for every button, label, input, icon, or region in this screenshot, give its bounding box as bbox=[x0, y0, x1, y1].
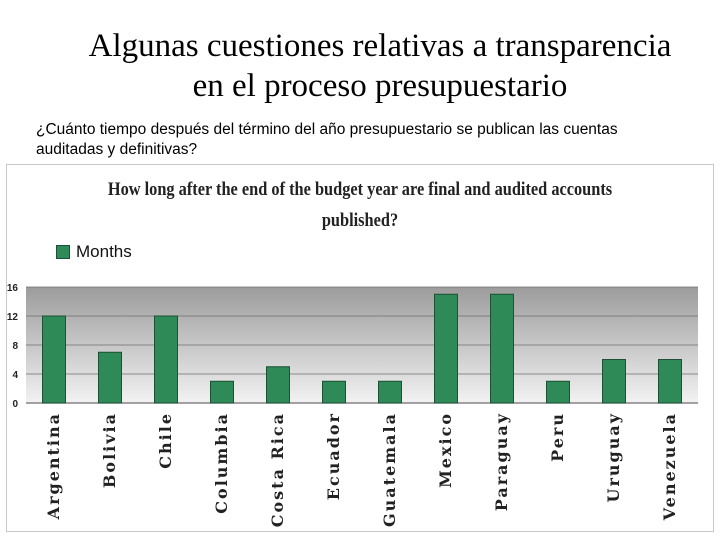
legend-label: Months bbox=[76, 242, 132, 261]
x-tick-label: Guatemala bbox=[380, 412, 399, 527]
bar-uruguay bbox=[602, 359, 626, 404]
chart-title-line1: How long after the end of the budget yea… bbox=[107, 179, 613, 200]
slide-question: ¿Cuánto tiempo después del término del a… bbox=[36, 121, 618, 158]
x-tick-label: Ecuador bbox=[324, 412, 343, 500]
chart-legend: Months bbox=[56, 242, 132, 262]
y-tick-label: 16 bbox=[7, 283, 19, 294]
slide-title-line1: Algunas cuestiones relativas a transpare… bbox=[88, 28, 672, 64]
bar-bolivia bbox=[98, 351, 122, 404]
x-tick-label: Peru bbox=[548, 412, 567, 462]
bar-guatemala bbox=[378, 380, 402, 404]
bar-paraguay bbox=[490, 293, 514, 404]
x-tick-label: Venezuela bbox=[660, 412, 679, 521]
y-tick-label: 0 bbox=[12, 399, 18, 410]
bar-mexico bbox=[434, 293, 458, 404]
x-tick-label: Bolivia bbox=[100, 412, 119, 488]
bar-columbia bbox=[210, 380, 234, 404]
x-tick-label: Costa Rica bbox=[268, 412, 287, 527]
chart-title-line2: published? bbox=[321, 210, 399, 231]
bar-venezuela bbox=[658, 359, 682, 404]
y-tick-label: 4 bbox=[12, 370, 18, 381]
x-tick-label: Uruguay bbox=[604, 412, 623, 503]
slide-title: Algunas cuestiones relativas a transpare… bbox=[40, 26, 720, 106]
bar-chile bbox=[154, 315, 178, 404]
bar-peru bbox=[546, 380, 570, 404]
x-tick-label: Chile bbox=[156, 412, 175, 469]
x-tick-label: Argentina bbox=[44, 412, 63, 520]
bar-ecuador bbox=[322, 380, 346, 404]
x-tick-label: Mexico bbox=[436, 412, 455, 488]
x-tick-label: Columbia bbox=[212, 412, 231, 514]
bar-costa-rica bbox=[266, 366, 290, 404]
y-tick-label: 12 bbox=[7, 312, 19, 323]
chart-title: How long after the end of the budget yea… bbox=[50, 174, 669, 236]
slide-title-line2: en el proceso presupuestario bbox=[192, 68, 568, 104]
y-tick-label: 8 bbox=[12, 341, 18, 352]
x-tick-label: Paraguay bbox=[492, 412, 511, 511]
bar-argentina bbox=[42, 315, 66, 404]
legend-swatch bbox=[56, 245, 70, 259]
